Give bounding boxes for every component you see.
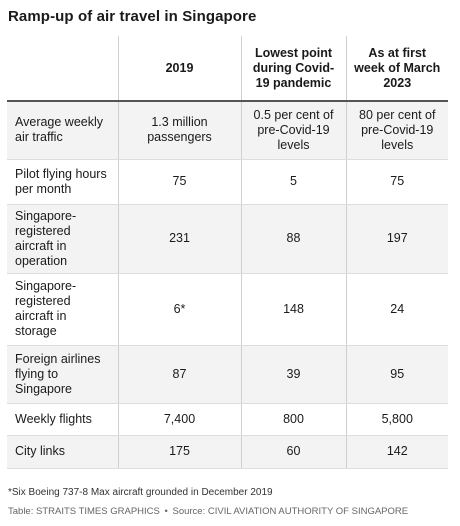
cell-lowest-point: 60 <box>240 435 346 469</box>
row-label: Average weekly air traffic <box>7 101 118 160</box>
table-row: Average weekly air traffic 1.3 million p… <box>7 101 448 160</box>
row-label: Foreign airlines flying to Singapore <box>7 345 118 404</box>
table-row: Foreign airlines flying to Singapore 87 … <box>7 345 448 404</box>
header-cell-empty <box>7 36 118 102</box>
cell-lowest-point: 88 <box>240 204 346 274</box>
source-line: Table: STRAITS TIMES GRAPHICS • Source: … <box>8 506 408 517</box>
graphics-credit: Table: STRAITS TIMES GRAPHICS <box>8 506 160 517</box>
table-title: Ramp-up of air travel in Singapore <box>8 8 257 25</box>
row-label: City links <box>7 435 118 469</box>
cell-lowest-point: 0.5 per cent of pre-Covid-19 levels <box>240 101 346 160</box>
header-cell-march-2023: As at first week of March 2023 <box>345 36 448 102</box>
cell-2019: 87 <box>117 345 241 404</box>
cell-march-2023: 24 <box>345 273 448 346</box>
table-row: Weekly flights 7,400 800 5,800 <box>7 403 448 436</box>
cell-2019: 6* <box>117 273 241 346</box>
cell-2019: 75 <box>117 159 241 205</box>
cell-march-2023: 142 <box>345 435 448 469</box>
cell-lowest-point: 148 <box>240 273 346 346</box>
data-source: Source: CIVIL AVIATION AUTHORITY OF SING… <box>172 506 409 517</box>
cell-2019: 231 <box>117 204 241 274</box>
row-label: Singapore-registered aircraft in storage <box>7 273 118 346</box>
row-label: Weekly flights <box>7 403 118 436</box>
cell-2019: 7,400 <box>117 403 241 436</box>
cell-2019: 1.3 million passengers <box>117 101 241 160</box>
footnote: *Six Boeing 737-8 Max aircraft grounded … <box>8 487 273 498</box>
data-table: 2019 Lowest point during Covid-19 pandem… <box>7 36 448 469</box>
cell-lowest-point: 39 <box>240 345 346 404</box>
table-row: Singapore-registered aircraft in storage… <box>7 273 448 346</box>
table-row: Pilot flying hours per month 75 5 75 <box>7 159 448 205</box>
cell-march-2023: 80 per cent of pre-Covid-19 levels <box>345 101 448 160</box>
cell-2019: 175 <box>117 435 241 469</box>
bullet-separator: • <box>164 506 168 517</box>
cell-march-2023: 197 <box>345 204 448 274</box>
table-row: City links 175 60 142 <box>7 435 448 469</box>
header-row: 2019 Lowest point during Covid-19 pandem… <box>7 36 448 102</box>
cell-march-2023: 95 <box>345 345 448 404</box>
cell-lowest-point: 800 <box>240 403 346 436</box>
row-label: Singapore-registered aircraft in operati… <box>7 204 118 274</box>
cell-march-2023: 5,800 <box>345 403 448 436</box>
header-cell-lowest-point: Lowest point during Covid-19 pandemic <box>240 36 346 102</box>
table-row: Singapore-registered aircraft in operati… <box>7 204 448 274</box>
cell-march-2023: 75 <box>345 159 448 205</box>
cell-lowest-point: 5 <box>240 159 346 205</box>
row-label: Pilot flying hours per month <box>7 159 118 205</box>
header-cell-2019: 2019 <box>117 36 241 102</box>
